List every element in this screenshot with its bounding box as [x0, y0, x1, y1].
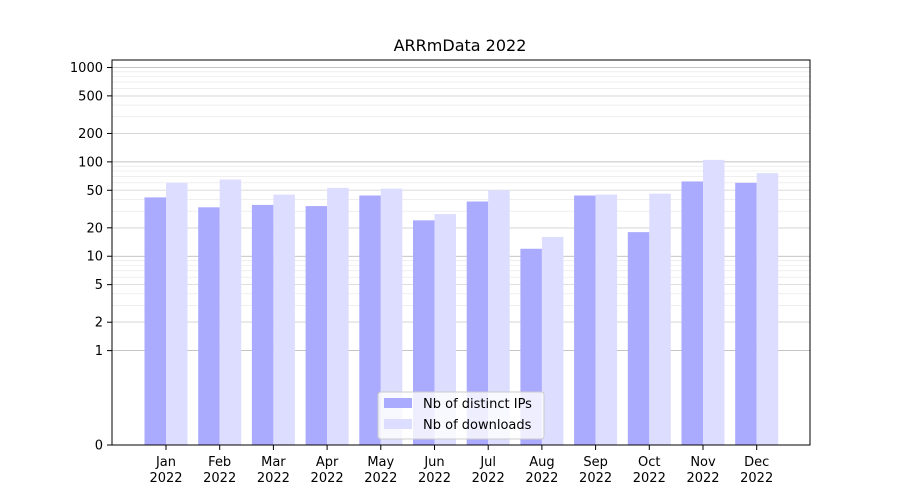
bar-downloads [219, 179, 242, 445]
bar-downloads [756, 173, 779, 446]
bar-distinct-ips [466, 201, 489, 445]
bar-distinct-ips [413, 220, 435, 445]
legend-box [377, 391, 545, 440]
x-tick-label: Jul 2022 [472, 455, 505, 486]
bar-distinct-ips [574, 195, 596, 445]
legend-swatch [384, 419, 412, 429]
x-tick-year: 2022 [311, 471, 344, 486]
x-tick-month: May [367, 455, 394, 470]
y-tick-label: 2 [95, 316, 103, 331]
bar-distinct-ips [681, 181, 703, 445]
x-tick-label: May 2022 [364, 455, 397, 486]
y-tick-label: 1000 [70, 61, 103, 76]
x-tick-label: Oct 2022 [633, 455, 666, 486]
x-tick-year: 2022 [257, 471, 290, 486]
x-tick-month: Jan [155, 455, 176, 470]
x-tick-year: 2022 [525, 471, 558, 486]
bar-downloads [703, 159, 725, 446]
x-tick-year: 2022 [633, 471, 666, 486]
x-tick-month: Jun [423, 455, 444, 470]
x-tick-year: 2022 [364, 471, 397, 486]
y-tick-label: 500 [78, 89, 103, 104]
y-tick-label: 200 [78, 127, 103, 142]
x-tick-month: Apr [316, 455, 339, 470]
x-tick-label: Jun 2022 [418, 455, 451, 486]
legend: Nb of distinct IPs Nb of downloads [377, 391, 545, 440]
bar-downloads [595, 194, 618, 445]
bar-downloads [166, 182, 188, 445]
x-tick-year: 2022 [203, 471, 236, 486]
bar-distinct-ips [735, 182, 757, 445]
x-tick-label: Apr 2022 [311, 455, 344, 486]
y-tick-label: 100 [78, 155, 103, 170]
bar-distinct-ips [627, 232, 650, 445]
y-tick-label: 5 [95, 278, 103, 293]
x-tick-month: Sep [583, 455, 608, 470]
x-tick-year: 2022 [686, 471, 719, 486]
x-tick-label: Jan 2022 [149, 455, 182, 486]
legend-label: Nb of downloads [423, 418, 532, 433]
x-tick-year: 2022 [418, 471, 451, 486]
y-axis-ticks: 0 1 2 5 10 20 50 100 200 500 1000 [70, 61, 112, 454]
chart-title: ARRmData 2022 [394, 36, 527, 55]
y-tick-label: 1 [95, 344, 103, 359]
bar-downloads [434, 214, 456, 445]
bar-distinct-ips [144, 197, 166, 445]
x-tick-year: 2022 [149, 471, 182, 486]
x-tick-month: Mar [261, 455, 286, 470]
x-tick-label: Aug 2022 [525, 455, 558, 486]
bar-distinct-ips [198, 207, 220, 445]
bar-downloads [380, 188, 403, 445]
x-tick-month: Jul [479, 455, 496, 470]
bar-downloads [273, 194, 295, 445]
x-tick-label: Dec 2022 [740, 455, 773, 486]
y-tick-label: 10 [86, 250, 103, 265]
x-tick-year: 2022 [579, 471, 612, 486]
x-tick-month: Nov [690, 455, 716, 470]
bar-distinct-ips [305, 206, 328, 445]
bar-downloads [327, 187, 349, 446]
y-tick-label: 20 [86, 221, 103, 236]
x-tick-month: Aug [529, 455, 554, 470]
plot-frame [111, 59, 811, 446]
x-tick-month: Dec [744, 455, 769, 470]
legend-swatch [384, 398, 412, 408]
x-tick-year: 2022 [472, 471, 505, 486]
bar-downloads [488, 190, 510, 445]
x-tick-label: Feb 2022 [203, 455, 236, 486]
y-tick-label: 50 [86, 184, 103, 199]
y-tick-label: 0 [95, 439, 103, 454]
x-tick-label: Nov 2022 [686, 455, 719, 486]
legend-label: Nb of distinct IPs [423, 397, 532, 412]
bar-downloads [541, 236, 564, 445]
x-tick-month: Feb [208, 455, 231, 470]
x-tick-label: Mar 2022 [257, 455, 290, 486]
bar-downloads [649, 193, 671, 445]
x-tick-label: Sep 2022 [579, 455, 612, 486]
x-tick-month: Oct [638, 455, 660, 470]
bar-distinct-ips [251, 204, 274, 445]
x-tick-year: 2022 [740, 471, 773, 486]
bar-distinct-ips [359, 195, 381, 445]
